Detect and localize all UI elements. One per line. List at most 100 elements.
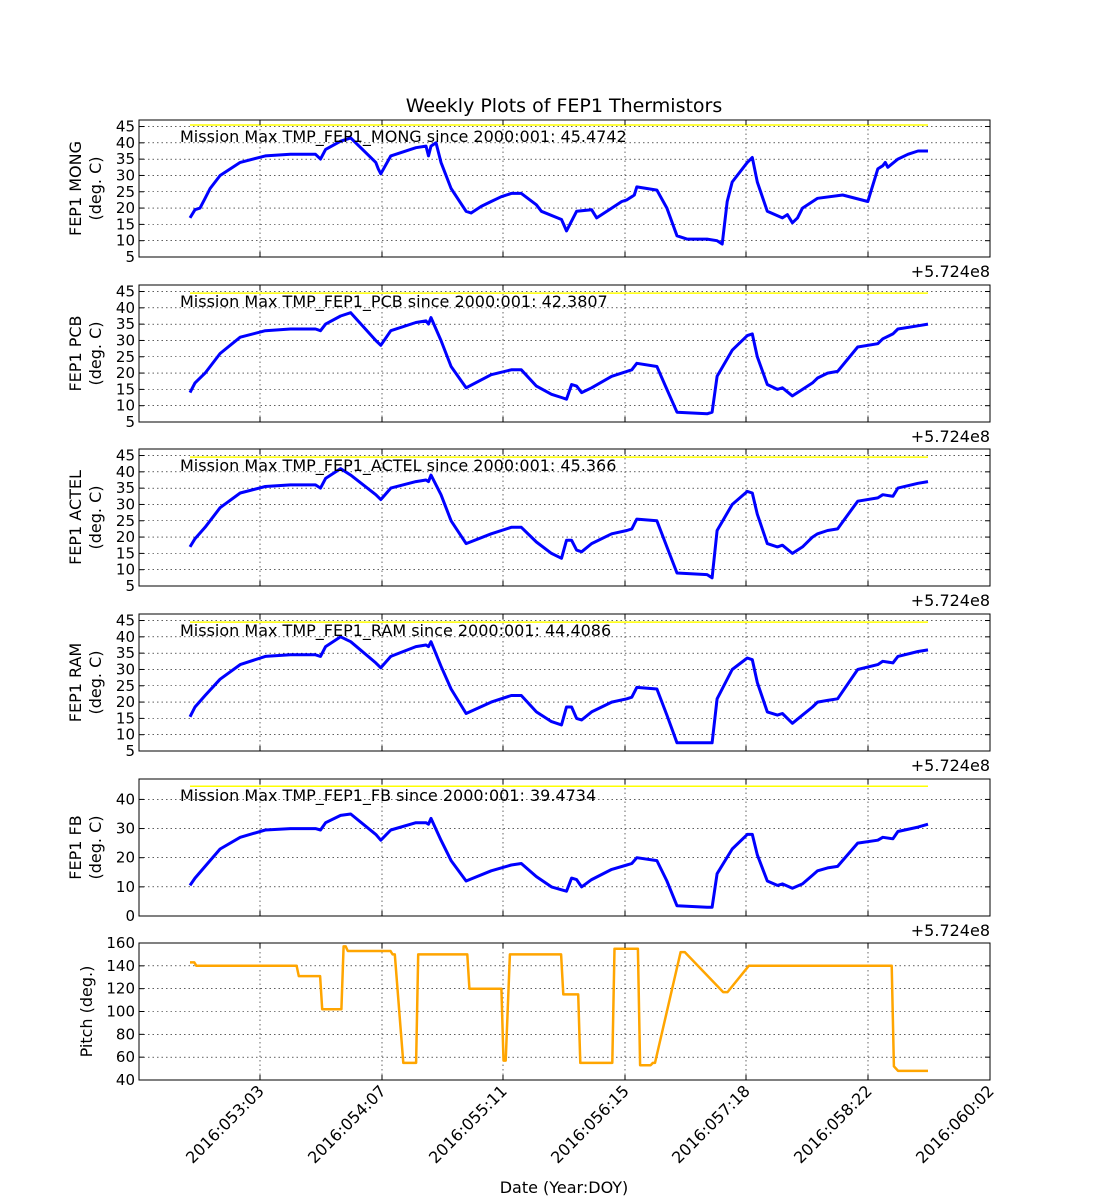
y-tick-label: 25 <box>116 677 135 695</box>
y-tick-label: 10 <box>116 878 135 896</box>
mission-max-annotation: Mission Max TMP_FEP1_FB since 2000:001: … <box>180 786 596 806</box>
y-tick-label: 45 <box>116 447 135 465</box>
x-tick-label: 2016:060:02 <box>912 1081 998 1167</box>
y-tick-label: 45 <box>116 612 135 630</box>
mission-max-annotation: Mission Max TMP_FEP1_ACTEL since 2000:00… <box>180 456 616 476</box>
plot-area <box>139 120 990 257</box>
x-offset-label: +5.724e8 <box>911 921 990 940</box>
y-tick-label: 120 <box>106 980 135 998</box>
y-tick-label: 45 <box>116 283 135 301</box>
y-axis-label-units: (deg. C) <box>86 157 105 221</box>
y-axis-label: Pitch (deg.) <box>77 966 96 1058</box>
x-tick-label: 2016:057:18 <box>668 1081 754 1167</box>
x-offset-label: +5.724e8 <box>911 427 990 446</box>
y-tick-label: 20 <box>116 364 135 382</box>
series-line <box>188 136 928 246</box>
x-offset-label: +5.724e8 <box>911 262 990 281</box>
subplot-panel-5: 0 10 20 30 40 FEP1 FB (deg. C) Mission Max TMP_… <box>66 778 991 940</box>
y-tick-label: 5 <box>125 742 135 760</box>
y-tick-label: 10 <box>116 232 135 250</box>
y-tick-label: 15 <box>116 215 135 233</box>
y-tick-label: 30 <box>116 820 135 838</box>
plot-frame <box>138 284 991 423</box>
y-tick-label: 0 <box>125 907 135 925</box>
shared-x-axis-ticks: 2016:053:03 2016:054:07 2016:055:11 2016:05… <box>182 1081 998 1167</box>
y-tick-label: 160 <box>106 934 135 952</box>
y-tick-label: 80 <box>116 1025 135 1043</box>
plot-frame <box>138 448 991 587</box>
y-tick-label: 10 <box>116 561 135 579</box>
y-tick-label: 30 <box>116 166 135 184</box>
series-line <box>188 635 929 745</box>
y-tick-label: 40 <box>116 628 135 646</box>
y-tick-label: 40 <box>116 1071 135 1089</box>
y-tick-label: 35 <box>116 644 135 662</box>
mission-max-annotation: Mission Max TMP_FEP1_MONG since 2000:001… <box>180 127 627 147</box>
y-tick-label: 30 <box>116 331 135 349</box>
plot-area <box>139 449 990 586</box>
x-tick-label: 2016:053:03 <box>182 1081 268 1167</box>
plot-frame <box>138 119 991 258</box>
plot-area <box>139 943 990 1080</box>
y-axis-label: FEP1 PCB <box>66 315 85 391</box>
plot-area <box>139 779 990 916</box>
x-tick-label: 2016:055:11 <box>425 1081 511 1167</box>
series-line <box>188 467 929 580</box>
y-axis-label-units: (deg. C) <box>86 816 105 880</box>
series-line <box>190 945 928 1073</box>
y-tick-label: 45 <box>116 118 135 136</box>
y-tick-label: 5 <box>125 577 135 595</box>
x-offset-label: +5.724e8 <box>911 591 990 610</box>
y-tick-label: 35 <box>116 479 135 497</box>
x-offset-label: +5.724e8 <box>911 756 990 775</box>
y-axis-label: FEP1 ACTEL <box>66 470 85 565</box>
y-tick-label: 40 <box>116 463 135 481</box>
y-tick-label: 15 <box>116 709 135 727</box>
x-tick-label: 2016:056:15 <box>547 1081 633 1167</box>
y-axis-label-units: (deg. C) <box>86 651 105 715</box>
y-tick-label: 40 <box>116 299 135 317</box>
y-tick-label: 30 <box>116 495 135 513</box>
y-tick-label: 40 <box>116 790 135 808</box>
plot-frame <box>138 613 991 752</box>
y-tick-label: 60 <box>116 1048 135 1066</box>
series-line <box>188 812 929 909</box>
y-tick-label: 20 <box>116 849 135 867</box>
series-line <box>188 311 929 416</box>
y-tick-label: 20 <box>116 693 135 711</box>
y-tick-label: 100 <box>106 1003 135 1021</box>
y-tick-label: 40 <box>116 134 135 152</box>
x-axis-label: Date (Year:DOY) <box>500 1178 629 1197</box>
y-tick-label: 140 <box>106 957 135 975</box>
y-tick-label: 35 <box>116 150 135 168</box>
figure-title: Weekly Plots of FEP1 Thermistors <box>406 95 723 117</box>
mission-max-annotation: Mission Max TMP_FEP1_RAM since 2000:001:… <box>180 621 611 641</box>
x-tick-label: 2016:058:22 <box>790 1081 876 1167</box>
mission-max-annotation: Mission Max TMP_FEP1_PCB since 2000:001:… <box>180 292 608 312</box>
y-tick-label: 35 <box>116 315 135 333</box>
y-tick-label: 30 <box>116 660 135 678</box>
y-tick-label: 20 <box>116 199 135 217</box>
y-tick-label: 5 <box>125 413 135 431</box>
subplot-panel-6: 40 60 80 100 120 140 160 Pitch (deg.) <box>77 934 991 1089</box>
y-axis-label-units: (deg. C) <box>86 322 105 386</box>
y-tick-label: 10 <box>116 726 135 744</box>
y-axis-label-units: (deg. C) <box>86 486 105 550</box>
y-tick-label: 15 <box>116 380 135 398</box>
y-tick-label: 25 <box>116 348 135 366</box>
y-axis-label: FEP1 FB <box>66 815 85 879</box>
y-tick-label: 20 <box>116 528 135 546</box>
y-axis-label: FEP1 MONG <box>66 141 85 236</box>
y-tick-label: 25 <box>116 512 135 530</box>
x-tick-label: 2016:054:07 <box>304 1081 390 1167</box>
y-axis-label: FEP1 RAM <box>66 643 85 722</box>
y-tick-label: 25 <box>116 183 135 201</box>
plot-frame <box>138 778 991 917</box>
y-tick-label: 5 <box>125 248 135 266</box>
